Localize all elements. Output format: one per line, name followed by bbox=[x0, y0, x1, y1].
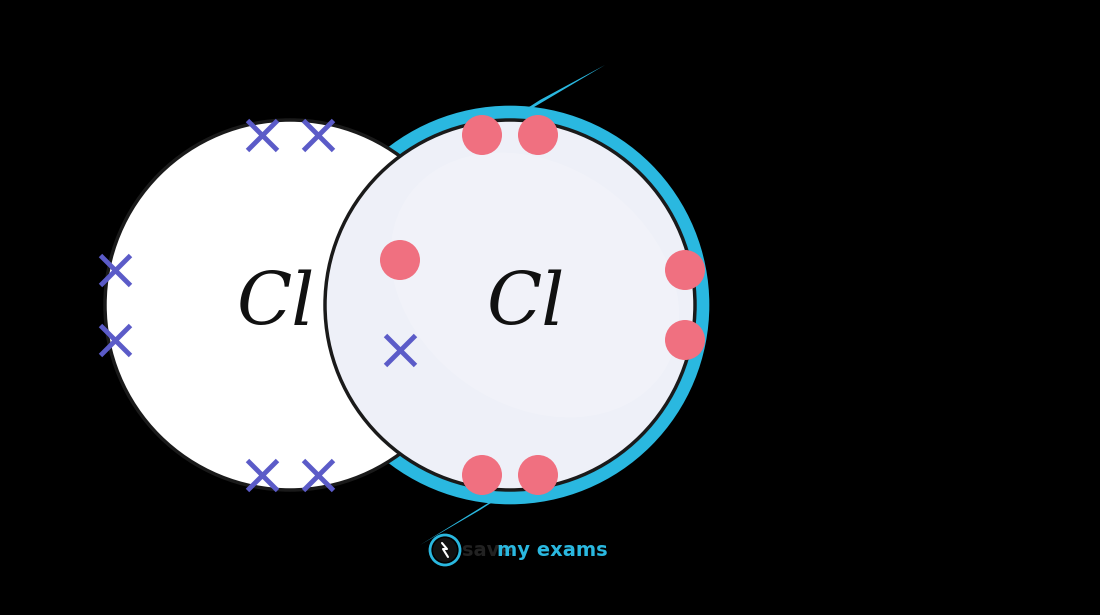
Circle shape bbox=[462, 115, 502, 155]
Circle shape bbox=[324, 120, 695, 490]
Circle shape bbox=[433, 538, 456, 562]
Circle shape bbox=[462, 455, 502, 495]
Text: Cl: Cl bbox=[235, 270, 315, 340]
Ellipse shape bbox=[390, 153, 680, 418]
Circle shape bbox=[666, 250, 705, 290]
Circle shape bbox=[666, 320, 705, 360]
Polygon shape bbox=[470, 65, 605, 145]
Text: save: save bbox=[462, 541, 513, 560]
Text: my exams: my exams bbox=[497, 541, 607, 560]
Polygon shape bbox=[420, 465, 550, 545]
Circle shape bbox=[518, 455, 558, 495]
Circle shape bbox=[379, 240, 420, 280]
Circle shape bbox=[518, 115, 558, 155]
Text: Cl: Cl bbox=[486, 270, 564, 340]
Circle shape bbox=[104, 120, 475, 490]
